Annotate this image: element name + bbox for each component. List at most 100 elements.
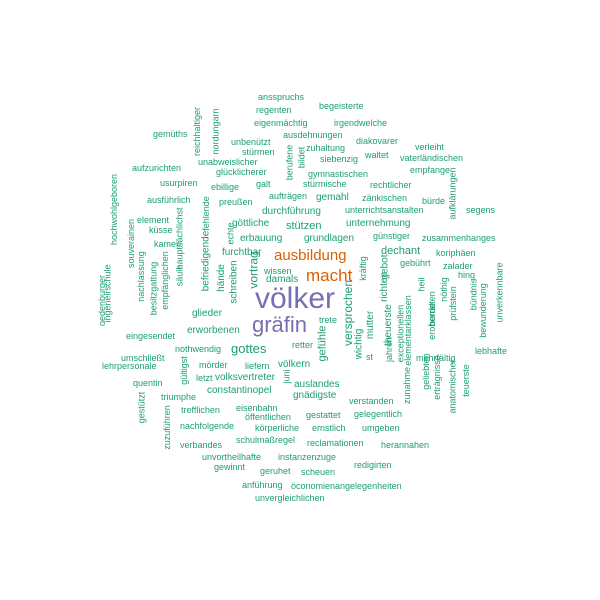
- word: mehrfältig: [416, 353, 456, 363]
- word: verstanden: [349, 396, 394, 406]
- word: umschließt: [121, 353, 165, 363]
- word: völkern: [278, 359, 311, 370]
- word: volksvertreter: [215, 372, 276, 383]
- word: lehrpersonale: [102, 361, 157, 371]
- word: stützen: [286, 220, 322, 232]
- word: usurpiren: [160, 178, 198, 188]
- word: körperliche: [255, 423, 300, 433]
- word: erträgnisse: [431, 355, 442, 400]
- word: völker: [255, 282, 336, 315]
- word: gemüths: [153, 129, 188, 139]
- word: gebot: [379, 254, 391, 280]
- word: prüfstein: [447, 286, 458, 321]
- word: vaterländischen: [400, 153, 464, 163]
- word: furchtbar: [222, 247, 262, 258]
- word: galt: [256, 179, 271, 189]
- word: fehlende: [200, 196, 211, 231]
- word: gewinnt: [214, 462, 246, 472]
- word: souverainen: [126, 218, 137, 269]
- word: eingesendet: [126, 331, 176, 341]
- word: gymnastischen: [308, 169, 369, 179]
- word: gestattet: [306, 410, 341, 420]
- word: trete: [319, 315, 338, 325]
- word: zuhaltung: [306, 143, 346, 153]
- word: unterrichtsanstalten: [345, 205, 424, 215]
- word: geruhet: [260, 466, 291, 476]
- word: herannahen: [381, 440, 430, 450]
- word: bewunderung: [477, 283, 488, 338]
- word: begeisterte: [319, 101, 364, 111]
- word: macht: [306, 266, 353, 285]
- word: auslandes: [294, 379, 340, 390]
- word: nothwendig: [175, 344, 222, 354]
- word: element: [137, 215, 170, 225]
- word: schreiben: [228, 260, 240, 304]
- word: anatomischer: [447, 359, 458, 414]
- word: echte: [225, 222, 236, 245]
- word: ebillige: [211, 182, 240, 192]
- word: durchführung: [262, 206, 321, 217]
- word: besitzgattung: [148, 261, 159, 316]
- word: aufzurichten: [132, 163, 182, 173]
- word: irgendwelche: [334, 118, 388, 128]
- word: reclamationen: [307, 438, 364, 448]
- word: bürde: [422, 196, 446, 206]
- word: unvortheilhafte: [202, 452, 262, 462]
- word: umgeben: [362, 423, 400, 433]
- word: dechant: [381, 245, 421, 257]
- word: verbandes: [180, 440, 223, 450]
- word: damals: [266, 274, 299, 285]
- word: eisenbahn: [236, 403, 278, 413]
- word: küsse: [149, 225, 173, 235]
- word: empfänglichen: [159, 251, 170, 310]
- word: günstiger: [373, 231, 411, 241]
- word: jahren: [384, 336, 395, 363]
- word: scheuen: [301, 467, 336, 477]
- word: wichtig: [353, 328, 365, 360]
- word: ausdehnungen: [283, 130, 343, 140]
- word: aufklärungen: [447, 167, 458, 220]
- word: erbauung: [240, 233, 283, 244]
- word: triumphe: [161, 392, 197, 402]
- word: gottes: [231, 341, 267, 356]
- word: juni: [281, 369, 292, 384]
- word: instanzenzuge: [278, 452, 337, 462]
- word: nachfolgende: [180, 421, 235, 431]
- word: kamen: [154, 239, 182, 249]
- word: stürmen: [242, 147, 275, 157]
- word: schulmaßregel: [236, 435, 296, 445]
- word: anführung: [242, 480, 283, 490]
- word: zalader: [443, 261, 473, 271]
- word: unbenützt: [231, 137, 271, 147]
- word: erworbenen: [187, 325, 240, 336]
- word: unverkennbare: [494, 262, 505, 323]
- word: quentin: [133, 378, 163, 388]
- word: zuzuführen: [161, 405, 172, 450]
- word: gemahl: [316, 192, 349, 203]
- word: gebührt: [400, 258, 431, 268]
- word: versprochen: [341, 279, 356, 347]
- word: mutter: [365, 310, 377, 340]
- word: öconomienangelegenheiten: [291, 481, 402, 491]
- word: ausführlich: [147, 195, 191, 205]
- word: gelegentlich: [354, 409, 403, 419]
- word: nöthig: [438, 277, 449, 302]
- word: hochwohlgeboren: [109, 173, 120, 246]
- word: berufene: [284, 144, 295, 181]
- word: glücklicherer: [216, 167, 267, 177]
- word: unabweislicher: [198, 157, 258, 167]
- word: rechtlicher: [370, 180, 412, 190]
- word: exceptionellen: [395, 304, 406, 363]
- word: unvergleichlichen: [255, 493, 325, 503]
- word: koriphäen: [436, 248, 476, 258]
- word: zänkischen: [362, 193, 408, 203]
- word: glieder: [192, 308, 223, 319]
- word: aufträgen: [269, 191, 308, 201]
- word: st: [366, 352, 374, 362]
- word: gestützt: [136, 391, 147, 424]
- word: liefern: [245, 361, 270, 371]
- word: reichhaltiger: [192, 106, 203, 157]
- word: wissen: [264, 266, 292, 276]
- word: gültigst: [178, 356, 189, 385]
- word: geliebten: [420, 353, 431, 390]
